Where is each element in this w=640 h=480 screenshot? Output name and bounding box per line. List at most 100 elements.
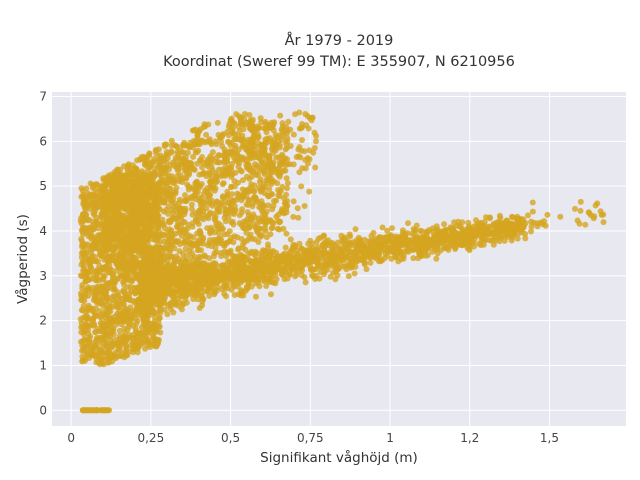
data-point [163,206,170,213]
data-point [241,111,248,117]
data-point [84,241,91,248]
data-point [278,169,285,176]
data-point [141,314,148,321]
data-point [139,182,146,189]
data-point [226,200,233,207]
data-point [213,179,220,186]
data-point [145,339,152,346]
data-point [114,289,121,296]
data-point [276,226,283,233]
data-point [223,293,229,300]
data-point [82,269,89,275]
data-point [212,185,219,192]
data-point [185,183,192,190]
data-point [161,221,167,228]
data-point [283,203,290,210]
data-point [207,183,214,190]
data-point [90,210,97,216]
data-point [231,120,238,127]
data-point [301,203,308,209]
data-point [255,239,262,245]
data-point [263,249,270,255]
data-point [218,133,225,140]
data-point [262,164,269,171]
data-point [295,146,302,153]
data-point [116,327,123,334]
data-point [115,304,122,311]
data-point [160,199,167,206]
data-point [252,280,259,287]
data-point [405,245,412,252]
data-point [216,204,223,211]
data-point [255,229,261,236]
data-point [125,348,132,355]
data-point [78,307,85,314]
data-point [121,293,128,300]
data-point [220,180,227,187]
data-point [148,161,155,168]
data-point [240,142,247,149]
data-point [284,185,290,192]
data-point [166,219,173,226]
data-point [199,171,206,178]
data-point [180,142,187,149]
data-point [195,141,202,148]
data-point [202,123,209,130]
data-point [134,198,141,205]
data-point [264,180,271,187]
data-point [243,218,249,224]
data-point [100,240,107,247]
data-point [248,181,255,188]
data-point [180,301,187,308]
data-point [150,175,156,182]
chart-title-line-2: Koordinat (Sweref 99 TM): E 355907, N 62… [163,54,515,70]
data-point [370,229,377,236]
data-point [196,195,203,202]
data-point [347,233,354,240]
data-point [231,233,238,240]
data-point [183,197,190,204]
data-point [80,407,87,414]
data-point [93,218,100,225]
data-point [83,246,90,253]
data-point [117,253,124,260]
data-point [86,230,93,237]
data-point [302,279,309,286]
data-point [92,329,99,335]
data-point [208,155,215,162]
data-point [83,185,90,192]
data-point [261,145,268,152]
data-point [290,131,297,138]
data-point [123,344,130,350]
data-point [107,207,114,214]
data-point [237,115,244,122]
data-point [219,286,225,293]
data-point [306,147,313,154]
data-point [170,159,177,166]
data-point [258,188,265,195]
data-point [182,205,189,212]
data-point [130,349,137,356]
data-point [101,191,108,198]
data-point [305,125,312,132]
data-point [124,235,131,242]
data-point [120,260,127,267]
data-point [152,148,159,154]
data-point [212,138,219,145]
data-point [263,129,270,136]
data-point [103,310,110,317]
data-point [164,257,171,264]
data-point [85,326,91,333]
data-point [80,200,87,207]
data-point [279,209,286,216]
data-point [277,218,284,225]
data-point [176,196,183,203]
data-point [103,302,110,309]
data-point [143,209,150,215]
data-point [101,198,108,205]
data-point [156,315,163,321]
data-point [109,214,116,221]
data-point [155,319,162,326]
data-point [322,242,329,249]
data-point [298,183,305,190]
